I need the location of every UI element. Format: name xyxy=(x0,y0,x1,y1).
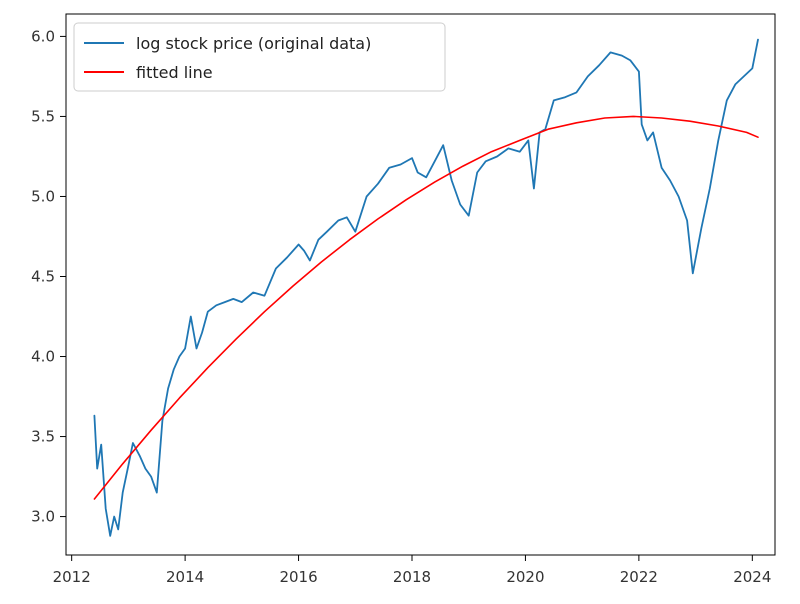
legend-box xyxy=(73,22,446,92)
y-tick-label: 3.0 xyxy=(31,508,55,526)
legend-label-fitted-line: fitted line xyxy=(136,63,213,82)
x-tick-label: 2012 xyxy=(53,568,91,586)
series-line-fitted xyxy=(93,115,759,500)
y-tick-label: 5.5 xyxy=(31,107,55,125)
y-axis: 3.0 3.5 4.0 4.5 5.0 5.5 6.0 xyxy=(31,27,66,526)
y-tick-label: 4.5 xyxy=(31,267,55,285)
x-tick-label: 2020 xyxy=(506,568,544,586)
series-line-original-data xyxy=(93,38,759,537)
legend: log stock price (original data) fitted l… xyxy=(73,22,446,92)
y-tick-label: 4.0 xyxy=(31,348,55,366)
x-tick-label: 2016 xyxy=(279,568,317,586)
plot-area xyxy=(93,38,759,537)
x-axis: 2012 2014 2016 2018 2020 2022 2024 xyxy=(53,555,771,586)
x-tick-label: 2018 xyxy=(393,568,431,586)
axes-frame xyxy=(65,13,776,556)
legend-label-original-data: log stock price (original data) xyxy=(136,34,371,53)
y-tick-label: 6.0 xyxy=(31,27,55,45)
x-tick-label: 2022 xyxy=(620,568,658,586)
y-tick-label: 5.0 xyxy=(31,187,55,205)
x-tick-label: 2024 xyxy=(733,568,771,586)
y-tick-label: 3.5 xyxy=(31,428,55,446)
x-tick-label: 2014 xyxy=(166,568,204,586)
